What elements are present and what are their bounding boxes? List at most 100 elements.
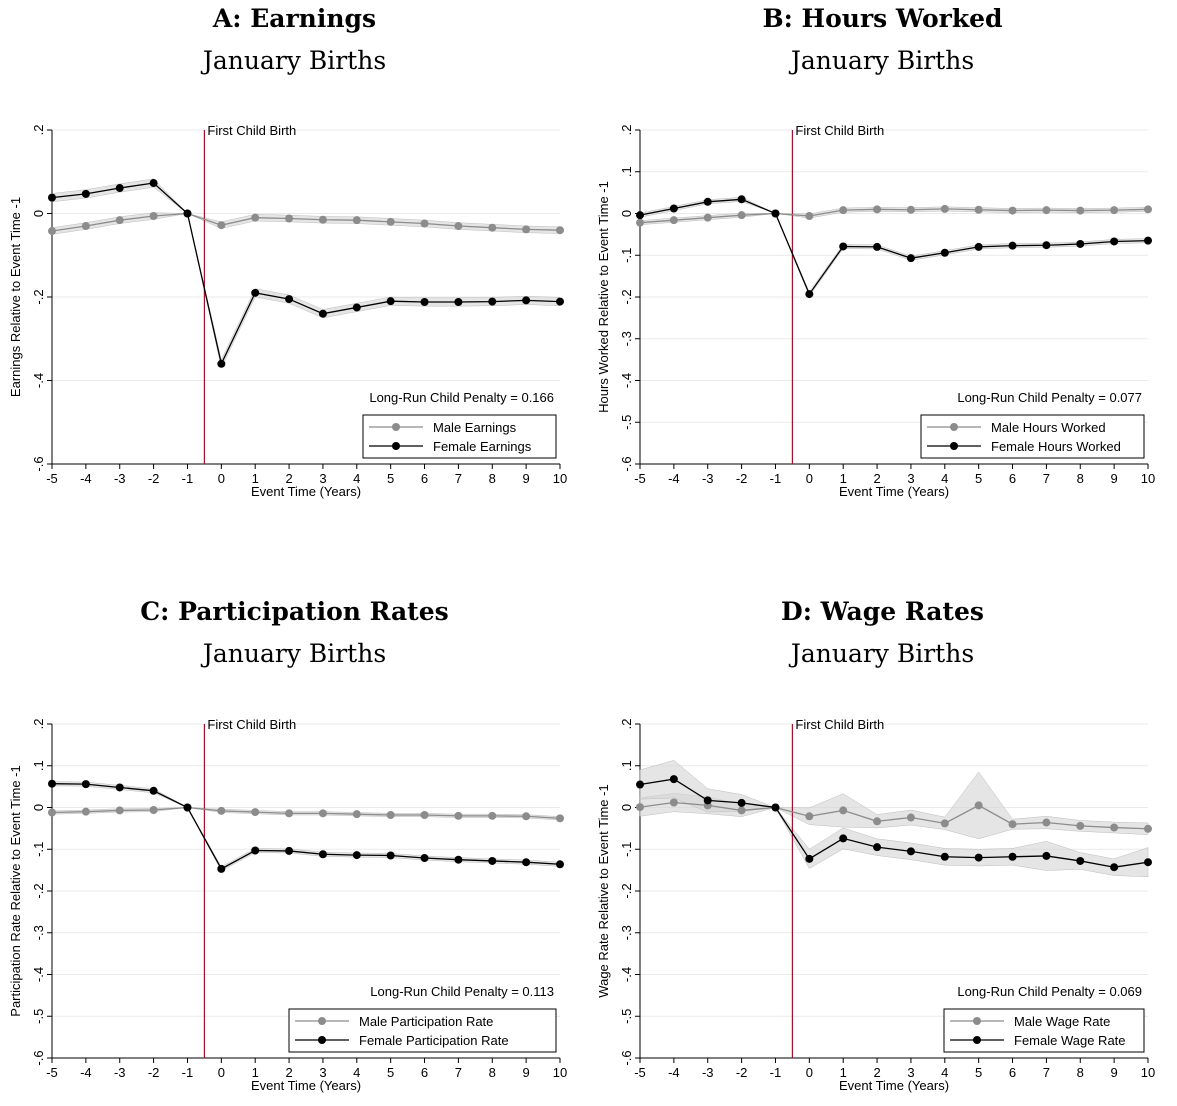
data-point xyxy=(420,298,429,307)
confidence-band xyxy=(51,178,561,369)
x-tick-label: 0 xyxy=(218,1065,225,1080)
data-point xyxy=(1008,206,1017,215)
data-point xyxy=(318,850,327,859)
y-axis-title: Hours Worked Relative to Event Time -1 xyxy=(596,181,611,413)
legend-box xyxy=(943,1008,1145,1053)
data-point xyxy=(420,219,429,228)
data-point xyxy=(636,211,644,220)
data-point xyxy=(217,864,226,873)
data-point xyxy=(906,205,915,214)
data-point xyxy=(1144,858,1152,867)
y-tick-label: -.6 xyxy=(619,456,634,471)
data-point xyxy=(1076,821,1085,830)
y-tick-label: .2 xyxy=(31,125,46,136)
y-tick-label: 0 xyxy=(619,210,634,217)
data-point xyxy=(873,242,882,251)
data-point xyxy=(183,209,192,218)
data-point xyxy=(488,856,497,865)
chart-c-participation-rates: .2 .1 0 -.1 -.2 -.3 -.4 -.5 -.6-5 -4 -3 -2 -1 0 1 2 3 4 5 6… xyxy=(8,717,567,1093)
x-tick-label: 6 xyxy=(1009,471,1016,486)
data-point xyxy=(81,807,90,816)
x-tick-label: 5 xyxy=(387,1065,394,1080)
series-line-1 xyxy=(51,182,561,366)
data-point xyxy=(839,242,848,251)
y-axis-title: Participation Rate Relative to Event Tim… xyxy=(8,765,23,1016)
x-tick-label: -5 xyxy=(634,1065,646,1080)
data-point xyxy=(906,254,915,263)
data-point xyxy=(1008,820,1017,829)
data-point xyxy=(285,846,294,855)
y-tick-label: -.6 xyxy=(31,1050,46,1065)
x-tick-label: -3 xyxy=(702,1065,714,1080)
x-tick-label: 9 xyxy=(1111,471,1118,486)
legend-marker xyxy=(950,423,958,431)
y-tick-label: -.2 xyxy=(31,289,46,304)
event-line-label: First Child Birth xyxy=(207,717,296,732)
x-tick-label: 10 xyxy=(1141,471,1155,486)
data-point xyxy=(48,779,56,788)
x-axis-title: Event Time (Years) xyxy=(251,484,361,499)
x-tick-label: -2 xyxy=(736,471,748,486)
x-tick-label: 8 xyxy=(1077,1065,1084,1080)
data-point xyxy=(556,226,564,235)
data-point xyxy=(669,798,678,807)
x-tick-label: 4 xyxy=(353,1065,360,1080)
data-point xyxy=(318,309,327,318)
x-tick-label: -5 xyxy=(634,471,646,486)
legend-label: Male Earnings xyxy=(433,420,517,435)
legend-label: Male Hours Worked xyxy=(991,420,1106,435)
y-tick-label: 0 xyxy=(31,210,46,217)
event-line-label: First Child Birth xyxy=(795,717,884,732)
x-tick-label: 9 xyxy=(1111,1065,1118,1080)
data-point xyxy=(318,215,327,224)
x-tick-label: 4 xyxy=(941,471,948,486)
legend-box xyxy=(288,1008,557,1053)
panel-subtitle: January Births xyxy=(202,46,387,75)
series-line-0 xyxy=(639,801,1149,830)
x-tick-label: 7 xyxy=(1043,1065,1050,1080)
x-tick-label: -3 xyxy=(114,1065,126,1080)
x-tick-label: 7 xyxy=(1043,471,1050,486)
x-tick-label: -1 xyxy=(770,471,782,486)
data-point xyxy=(1110,206,1119,215)
data-point xyxy=(386,811,395,820)
y-tick-label: -.4 xyxy=(31,373,46,388)
y-axis-title: Wage Rate Relative to Event Time -1 xyxy=(596,784,611,997)
data-point xyxy=(974,853,983,862)
data-point xyxy=(454,222,463,231)
data-point xyxy=(149,806,158,815)
x-tick-label: -5 xyxy=(46,1065,58,1080)
y-tick-label: .2 xyxy=(31,719,46,730)
legend-label: Female Hours Worked xyxy=(991,439,1121,454)
x-tick-label: 8 xyxy=(489,471,496,486)
data-point xyxy=(805,290,814,299)
data-point xyxy=(251,846,260,855)
confidence-band xyxy=(639,771,1149,840)
x-tick-label: -4 xyxy=(80,1065,92,1080)
x-tick-label: 5 xyxy=(387,471,394,486)
legend-marker xyxy=(318,1017,326,1025)
x-tick-label: 4 xyxy=(353,471,360,486)
penalty-annotation: Long-Run Child Penalty = 0.166 xyxy=(369,390,554,405)
legend-box xyxy=(920,414,1145,459)
series-line-1 xyxy=(639,778,1149,868)
data-point xyxy=(454,298,463,307)
x-tick-label: 0 xyxy=(218,471,225,486)
x-tick-label: 6 xyxy=(421,1065,428,1080)
data-point xyxy=(251,213,260,222)
y-tick-label: -.3 xyxy=(619,331,634,346)
legend-marker xyxy=(318,1036,326,1044)
data-point xyxy=(115,216,124,225)
panel-subtitle: January Births xyxy=(790,639,975,668)
data-point xyxy=(251,288,260,297)
data-point xyxy=(352,216,361,225)
data-point xyxy=(488,811,497,820)
data-point xyxy=(839,806,848,815)
x-tick-label: -4 xyxy=(80,471,92,486)
data-point xyxy=(522,858,531,867)
x-tick-label: 0 xyxy=(806,1065,813,1080)
data-point xyxy=(940,819,949,828)
data-point xyxy=(488,223,497,232)
x-tick-label: 6 xyxy=(421,471,428,486)
chart-d-wage-rates: .2 .1 0 -.1 -.2 -.3 -.4 -.5 -.6-5 -4 -3 -2 -1 0 1 2 3 4 5 6… xyxy=(596,717,1155,1093)
